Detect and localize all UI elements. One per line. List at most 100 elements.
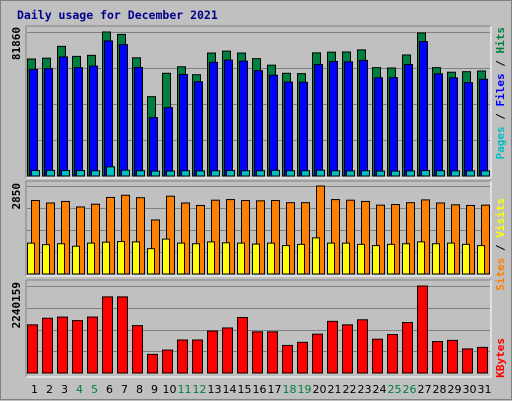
bar-pages-day-2 [46,169,55,177]
bar-kbytes-day-19 [297,341,308,374]
bar-pages-day-15 [241,170,250,177]
legend-sites: Sites [494,258,507,291]
bar-kbytes-day-15 [237,316,248,374]
bar-files-day-19 [299,81,308,177]
bar-visits-day-22 [342,242,350,275]
legend-kbytes-group: KBytes [494,338,507,378]
bar-sites-day-28 [436,202,445,275]
bar-sites-day-14 [226,199,235,275]
bar-visits-day-12 [192,243,200,275]
bar-files-day-2 [44,68,53,177]
bar-sites-day-10 [166,195,175,275]
bar-sites-day-19 [301,202,310,275]
bar-files-day-8 [134,66,143,177]
day-label-1: 1 [31,383,38,396]
bar-pages-day-20 [316,169,325,177]
bar-pages-day-5 [91,170,100,177]
bar-sites-day-8 [136,197,145,275]
bar-sites-day-21 [331,199,340,275]
bar-visits-day-4 [72,245,80,275]
bar-pages-day-27 [421,170,430,177]
bar-kbytes-day-27 [417,285,428,374]
bar-files-day-1 [29,68,38,177]
bar-visits-day-17 [267,242,275,275]
bar-files-day-12 [194,81,203,177]
bar-visits-day-2 [42,244,50,275]
bar-files-day-31 [479,78,488,177]
bar-files-day-5 [89,65,98,177]
day-label-29: 29 [448,383,462,396]
bar-visits-day-3 [57,243,65,275]
bar-pages-day-6 [106,166,115,177]
bar-visits-day-16 [252,243,260,275]
bar-kbytes-day-2 [42,317,53,374]
bar-kbytes-day-12 [192,339,203,374]
bar-sites-day-30 [466,204,475,275]
day-label-22: 22 [343,383,357,396]
bar-pages-day-3 [61,170,70,177]
bar-sites-day-25 [391,204,400,275]
bar-sites-day-11 [181,202,190,275]
bar-visits-day-1 [27,242,35,275]
bar-visits-day-27 [417,241,425,275]
day-label-27: 27 [418,383,432,396]
bar-files-day-11 [179,73,188,177]
bar-kbytes-day-13 [207,330,218,374]
day-label-26: 26 [403,383,417,396]
bar-visits-day-25 [387,243,395,275]
bar-pages-day-29 [451,170,460,177]
bar-sites-day-15 [241,200,250,275]
bar-sites-day-27 [421,199,430,275]
bar-sites-day-12 [196,204,205,275]
bar-files-day-27 [419,41,428,177]
day-label-31: 31 [478,383,492,396]
bar-kbytes-day-8 [132,325,143,374]
bar-kbytes-day-31 [477,346,488,374]
bar-kbytes-day-23 [357,319,368,374]
y-max-label-sites: 2850 [10,183,23,210]
legend-hits-files-pages: Pages / Files / Hits [494,27,507,160]
day-label-3: 3 [61,383,68,396]
bar-files-day-18 [284,81,293,177]
day-label-8: 8 [136,383,143,396]
bar-kbytes-day-25 [387,334,398,374]
bar-kbytes-day-30 [462,348,473,374]
bar-visits-day-14 [222,242,230,275]
bar-files-day-24 [374,77,383,177]
bar-pages-day-9 [151,170,160,177]
day-label-9: 9 [151,383,158,396]
bar-kbytes-day-7 [117,296,128,374]
bar-kbytes-day-20 [312,333,323,374]
legend-pages: Pages [494,126,507,159]
bar-files-day-30 [464,82,473,177]
day-label-15: 15 [238,383,252,396]
bar-kbytes-day-26 [402,322,413,374]
bar-kbytes-day-1 [27,324,38,374]
day-label-30: 30 [463,383,477,396]
bar-kbytes-day-21 [327,320,338,374]
day-label-11: 11 [178,383,192,396]
bar-sites-day-17 [271,200,280,275]
bar-kbytes-day-3 [57,316,68,374]
bar-sites-day-18 [286,202,295,275]
legend-sep: / [494,107,507,127]
bar-sites-day-26 [406,202,415,275]
day-label-21: 21 [328,383,342,396]
day-label-24: 24 [373,383,387,396]
bar-sites-day-5 [91,203,100,275]
day-label-4: 4 [76,383,83,396]
bar-kbytes-day-28 [432,341,443,374]
bar-pages-day-4 [76,170,85,177]
bar-pages-day-17 [271,169,280,177]
bar-kbytes-day-6 [102,296,113,374]
day-label-23: 23 [358,383,372,396]
bar-files-day-16 [254,70,263,177]
bar-files-day-22 [344,61,353,177]
bar-sites-day-29 [451,204,460,275]
bar-pages-day-11 [181,170,190,177]
day-label-16: 16 [253,383,267,396]
bar-pages-day-1 [31,170,40,177]
bar-kbytes-day-24 [372,338,383,374]
bar-visits-day-9 [147,248,155,275]
bar-files-day-14 [224,59,233,177]
